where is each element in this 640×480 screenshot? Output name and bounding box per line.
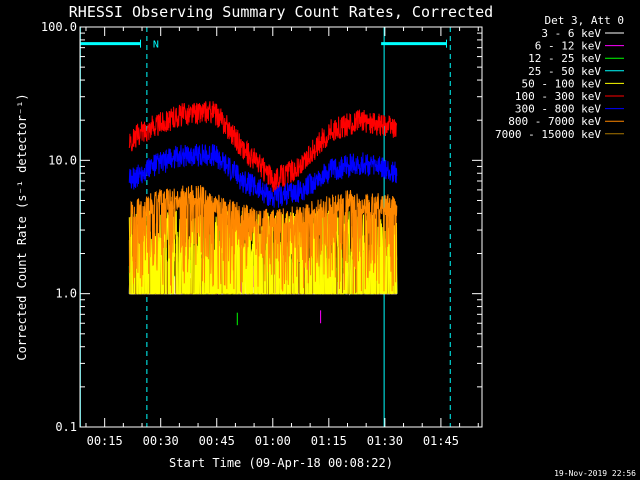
legend-label-0: 3 - 6 keV <box>541 27 601 40</box>
legend-label-7: 800 - 7000 keV <box>508 115 601 128</box>
x-tick-label-4: 01:15 <box>311 434 347 448</box>
chart-title: RHESSI Observing Summary Count Rates, Co… <box>69 3 493 21</box>
x-tick-label-2: 00:45 <box>199 434 235 448</box>
x-tick-label-3: 01:00 <box>255 434 291 448</box>
x-tick-label-6: 01:45 <box>423 434 459 448</box>
y-tick-label-2: 1.0 <box>55 287 77 301</box>
x-tick-label-5: 01:30 <box>367 434 403 448</box>
legend-label-5: 100 - 300 keV <box>515 90 601 103</box>
legend-label-1: 6 - 12 keV <box>535 40 602 53</box>
x-tick-label-1: 00:30 <box>143 434 179 448</box>
legend-label-8: 7000 - 15000 keV <box>495 128 601 141</box>
axes-layer: 100.0 10.0 1.0 0.1 00:15 00:30 00:45 01:00 01:15… <box>41 20 483 448</box>
series-line-7 <box>128 185 398 294</box>
y-axis-label: Corrected Count Rate (s⁻¹ detector⁻¹) <box>15 93 29 360</box>
y-tick-label-1: 10.0 <box>48 153 77 167</box>
x-axis-label: Start Time (09-Apr-18 00:08:22) <box>169 456 393 470</box>
legend-label-4: 50 - 100 keV <box>522 77 602 90</box>
legend-label-3: 25 - 50 keV <box>528 65 601 78</box>
plot-frame <box>79 26 483 428</box>
flag-label: N <box>153 40 159 51</box>
footer-timestamp: 19-Nov-2019 22:56 <box>554 469 636 478</box>
y-tick-label-0: 100.0 <box>41 20 77 34</box>
x-tick-label-0: 00:15 <box>87 434 123 448</box>
y-tick-label-3: 0.1 <box>55 420 77 434</box>
series-layer <box>128 101 398 326</box>
legend-label-6: 300 - 800 keV <box>515 103 601 116</box>
series-line-6 <box>128 143 398 208</box>
legend-header: Det 3, Att 0 <box>545 14 624 27</box>
series-line-4 <box>128 210 398 295</box>
legend-label-2: 12 - 25 keV <box>528 52 601 65</box>
series-line-5 <box>128 101 398 193</box>
